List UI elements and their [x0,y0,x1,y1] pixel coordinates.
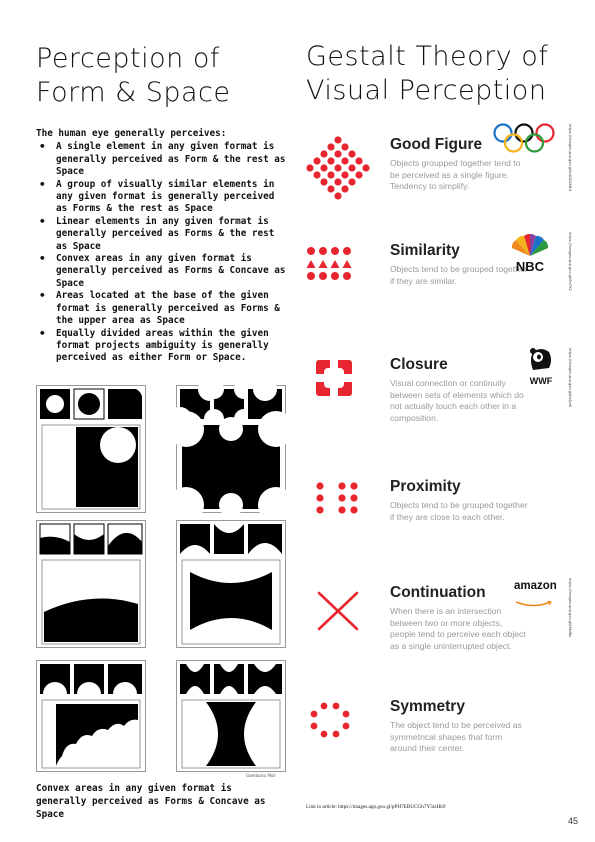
intro-heading: The human eye generally perceives: [36,128,227,139]
form-space-diagram-1 [36,385,146,513]
olympic-rings-logo [492,122,556,160]
principle-good-figure: Good Figure Objects groupped together te… [306,123,576,206]
dot-ring-icon [308,702,352,742]
dot-columns-icon [316,482,360,520]
article-link[interactable]: Link to article: https://images.app.goo.… [306,804,446,810]
principle-description: Visual connection or continuity between … [390,378,524,423]
principle-name: Closure [390,356,448,373]
left-page-title: Perception of Form & Space [36,43,231,108]
principle-closure: Closure Visual connection or continuity … [306,348,576,432]
bullet-item: Areas located at the base of the given f… [36,290,288,327]
diagram-credit: Gambulsu Moli [246,773,276,778]
bullet-item: Equally divided areas within the given f… [36,328,288,365]
perception-bullet-list: A single element in any given format is … [36,141,288,364]
crossing-lines-icon [316,590,360,636]
bullet-item: Convex areas in any given format is gene… [36,253,288,290]
principle-symmetry: Symmetry The object tend to be perceived… [306,698,576,764]
logo-source-link[interactable]: https://images.app.goo.gl/bUGD1N19 [568,124,572,192]
diamond-dots-icon [306,136,370,204]
logo-source-link[interactable]: https://images.app.goo.gl/6n7X2 [568,232,572,291]
right-page-title: Gestalt Theory of Visual Perception [306,41,549,106]
closure-square-icon [316,360,352,400]
principle-description: The object tend to be perceived as symme… [390,720,522,753]
logo-source-link[interactable]: https://images.app.goo.gl/KaQn6 [568,348,572,408]
form-space-diagram-3 [36,520,146,648]
principle-description: Objects tend to be grouped together if t… [390,264,528,286]
form-space-diagram-5 [36,660,146,772]
principle-name: Continuation [390,584,486,601]
intro-text: The human eye generally perceives: A sin… [36,128,288,365]
circles-triangles-icon [306,246,356,294]
principle-continuation: Continuation When there is an intersecti… [306,578,576,664]
principle-description: Objects groupped together tend to be per… [390,158,521,191]
nbc-peacock-logo: NBC [510,233,550,273]
principle-proximity: Proximity Objects tend to be grouped tog… [306,478,576,534]
page-number: 45 [568,816,579,826]
form-space-diagram-4 [176,520,286,648]
amazon-logo: amazon [514,580,557,611]
bullet-item: A group of visually similar elements in … [36,179,288,216]
bullet-item: Linear elements in any given format is g… [36,216,288,253]
principle-name: Similarity [390,242,460,259]
wwf-panda-logo: WWF [526,348,556,386]
principle-name: Proximity [390,478,461,495]
form-space-diagram-2 [176,385,286,513]
principle-similarity: Similarity Objects tend to be grouped to… [306,232,576,302]
bullet-item: A single element in any given format is … [36,141,288,178]
principle-description: Objects tend to be grouped together if t… [390,500,528,522]
logo-source-link[interactable]: https://images.app.goo.gl/H9dNz [568,578,572,638]
principle-name: Symmetry [390,698,465,715]
form-space-diagram-6 [176,660,286,772]
diagram-caption: Convex areas in any given format is gene… [36,783,266,820]
principle-name: Good Figure [390,136,483,153]
principle-description: When there is an intersection between tw… [390,606,526,651]
